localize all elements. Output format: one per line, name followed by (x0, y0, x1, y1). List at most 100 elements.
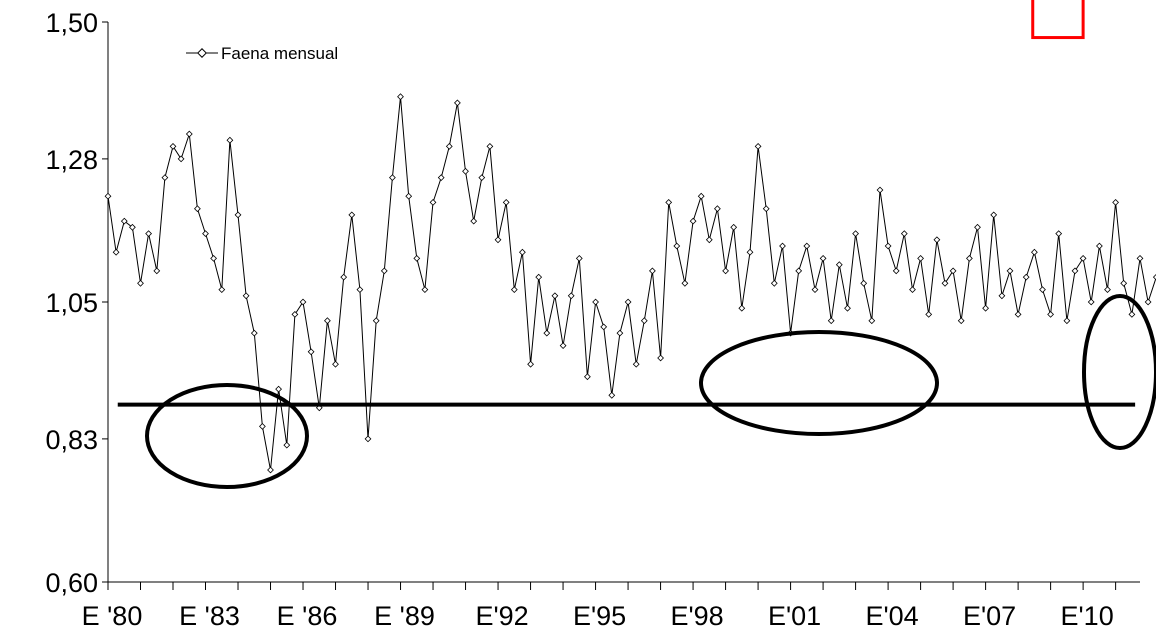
data-point (917, 255, 924, 262)
data-point (1152, 273, 1156, 281)
data-point (462, 167, 469, 175)
data-point (966, 255, 973, 262)
annotation-ellipse-2001 (699, 330, 939, 436)
data-point (421, 286, 429, 293)
data-point (957, 317, 965, 325)
data-point (218, 286, 226, 293)
data-point (275, 385, 282, 393)
data-point (340, 273, 348, 281)
x-tick-label: E'95 (573, 601, 626, 631)
data-point (535, 273, 543, 281)
data-point (405, 192, 413, 200)
data-point (860, 279, 868, 287)
x-tick-label: E '89 (374, 601, 435, 631)
data-point (177, 155, 185, 163)
data-point (819, 255, 827, 262)
data-point (835, 261, 843, 269)
series-line (107, 96, 1156, 471)
data-point (153, 267, 161, 275)
data-point (681, 279, 689, 287)
data-point (990, 211, 998, 219)
data-point (1144, 298, 1152, 306)
y-tick-label: 1,05 (45, 288, 98, 318)
data-point (242, 292, 250, 300)
data-point (608, 391, 616, 399)
data-point (1014, 311, 1022, 318)
data-point (502, 199, 510, 206)
data-point (161, 174, 169, 181)
data-point (185, 130, 193, 138)
y-axis: 1,50 1,28 1,05 0,83 0,60 (45, 8, 109, 598)
data-point (551, 292, 559, 300)
data-point (470, 217, 478, 225)
x-tick-labels: E '80 E '83 E '86 E '89 E'92 E'95 E'98 E'01 E'04… (82, 601, 1114, 631)
data-point (413, 255, 421, 262)
x-tick-label: E'04 (865, 601, 918, 631)
data-point (697, 192, 705, 200)
data-point (1063, 317, 1071, 325)
data-point (145, 230, 152, 237)
data-point (112, 248, 120, 256)
data-point (478, 174, 486, 181)
data-point (1128, 311, 1136, 318)
data-point (1104, 286, 1111, 293)
data-point (486, 143, 494, 150)
data-point (779, 242, 786, 250)
data-point (324, 317, 331, 325)
data-point (827, 317, 835, 325)
x-ticks (107, 582, 1117, 590)
data-point (795, 267, 803, 275)
series-faena-mensual (104, 93, 1156, 474)
data-point (397, 93, 404, 101)
data-point (291, 311, 299, 318)
data-point (348, 211, 356, 219)
data-point (998, 292, 1006, 300)
data-point (1071, 267, 1079, 275)
data-point (592, 298, 599, 306)
data-point (974, 223, 981, 231)
data-point (616, 329, 624, 337)
data-point (129, 223, 136, 231)
data-point (234, 211, 242, 219)
x-tick-label: E '86 (277, 601, 338, 631)
data-point (332, 360, 339, 368)
data-point (259, 423, 266, 430)
data-point (1112, 199, 1119, 206)
data-point (356, 286, 364, 293)
data-point (194, 205, 201, 213)
y-tick-label: 0,83 (45, 425, 98, 455)
x-tick-label: E'10 (1061, 601, 1114, 631)
data-point (640, 317, 648, 325)
data-point (527, 360, 534, 368)
data-point (454, 99, 461, 107)
data-point (665, 199, 673, 206)
data-point (445, 143, 453, 150)
x-tick-label: E'92 (475, 601, 528, 631)
data-point (1031, 248, 1038, 256)
data-point (437, 174, 445, 181)
data-point (600, 323, 608, 331)
annotations (145, 0, 1156, 489)
data-point (226, 136, 234, 144)
y-tick-label: 0,60 (45, 568, 98, 598)
data-point (137, 279, 144, 287)
data-point (429, 199, 437, 206)
data-point (372, 317, 380, 325)
data-point (169, 143, 177, 150)
y-tick-label: 1,28 (45, 145, 98, 175)
data-point (982, 304, 989, 312)
data-point (364, 435, 372, 443)
x-tick-label: E '83 (179, 601, 240, 631)
data-point (909, 286, 916, 293)
data-point (250, 329, 258, 337)
annotation-ellipse-1983 (145, 383, 309, 489)
data-point (567, 292, 575, 300)
annotation-ellipse-2010 (1082, 294, 1156, 450)
data-point (1022, 273, 1030, 281)
data-point (1136, 255, 1144, 262)
data-point (714, 205, 721, 213)
data-point (624, 298, 632, 306)
data-point (852, 230, 859, 237)
data-point (649, 267, 656, 275)
